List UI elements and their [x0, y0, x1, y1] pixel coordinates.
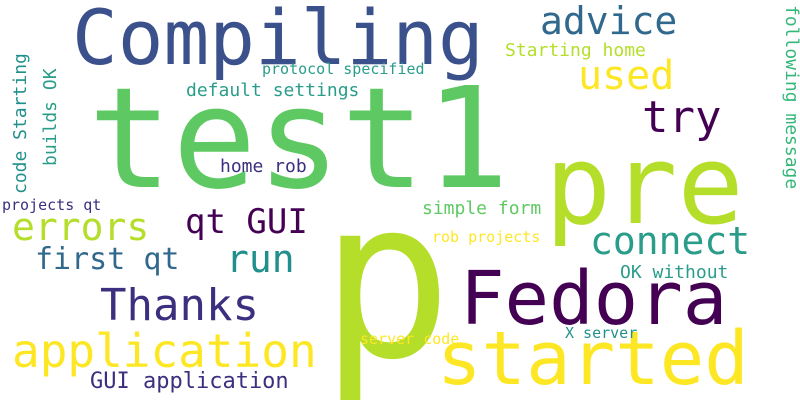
word-compiling: Compiling [72, 0, 484, 82]
word-code-starting: code Starting [10, 53, 31, 194]
word-pre: pre [545, 121, 744, 249]
word-used: used [578, 53, 675, 99]
word-p: p [320, 152, 453, 400]
word-rob-projects: rob projects [432, 228, 541, 246]
word-advice: advice [540, 0, 678, 43]
word-projects-qt: projects qt [2, 196, 102, 214]
word-errors: errors [12, 205, 150, 249]
word-try: try [642, 92, 722, 143]
word-test1: test1 [88, 58, 510, 221]
word-x-server: X server [565, 324, 638, 342]
word-protocol-specified: protocol specified [262, 60, 425, 78]
word-started: started [437, 316, 749, 400]
word-following-message: following message [781, 5, 800, 190]
word-qt-gui: qt GUI [185, 202, 308, 242]
word-fedora: Fedora [460, 256, 728, 342]
word-ok-without: OK without [620, 262, 729, 283]
word-builds-ok: builds OK [40, 68, 61, 166]
word-gui-application: GUI application [90, 369, 289, 394]
word-default-settings: default settings [186, 80, 360, 101]
word-server-code: server code [360, 330, 460, 348]
word-starting-home: Starting home [505, 40, 646, 61]
word-simple-form: simple form [422, 198, 542, 219]
word-home-rob: home rob [220, 156, 307, 177]
word-application: application [12, 324, 317, 378]
word-run: run [226, 237, 295, 281]
word-connect: connect [590, 219, 751, 263]
word-first-qt: first qt [35, 242, 180, 277]
word-thanks: Thanks [100, 280, 259, 331]
